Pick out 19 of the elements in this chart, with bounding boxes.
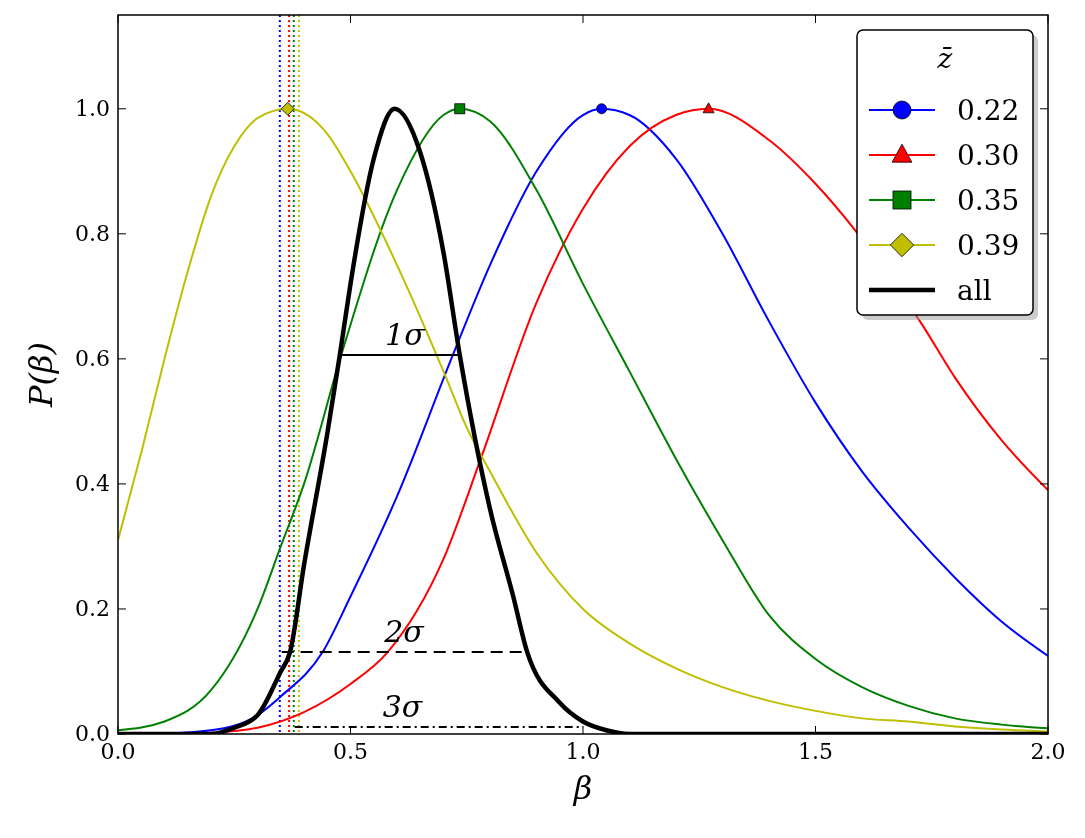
x-tick-label: 1.5 — [798, 739, 833, 764]
legend-title: z̄ — [936, 42, 953, 75]
legend-label: 0.30 — [957, 139, 1020, 172]
y-tick-label: 1.0 — [75, 95, 110, 121]
y-tick-label: 0.8 — [75, 220, 110, 246]
annotation: 1σ — [385, 317, 427, 353]
legend-label: all — [957, 274, 992, 307]
annotation: 3σ — [382, 689, 424, 725]
legend-label: 0.35 — [957, 184, 1020, 217]
x-tick-label: 1.0 — [565, 739, 601, 764]
y-tick-label: 0.2 — [75, 595, 110, 621]
y-tick-label: 0.4 — [75, 470, 110, 496]
x-tick-label: 0.5 — [333, 739, 368, 764]
y-tick-label: 0.6 — [75, 345, 110, 371]
legend-label: 0.39 — [957, 229, 1020, 262]
x-axis-title: β — [572, 769, 593, 807]
legend-label: 0.22 — [957, 94, 1020, 127]
y-axis-title: P(β) — [22, 342, 60, 408]
x-tick-label: 2.0 — [1030, 739, 1066, 764]
